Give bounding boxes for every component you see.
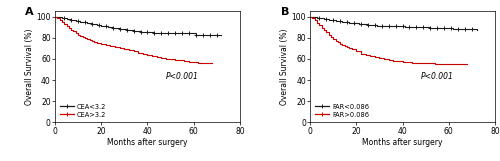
X-axis label: Months after surgery: Months after surgery	[362, 138, 443, 147]
Text: B: B	[280, 7, 289, 17]
Text: A: A	[26, 7, 34, 17]
Legend: FAR<0.086, FAR>0.086: FAR<0.086, FAR>0.086	[314, 102, 370, 119]
Text: P<0.001: P<0.001	[166, 72, 199, 81]
Text: P<0.001: P<0.001	[421, 72, 454, 81]
Y-axis label: Overall Survival (%): Overall Survival (%)	[280, 28, 288, 105]
Legend: CEA<3.2, CEA>3.2: CEA<3.2, CEA>3.2	[58, 102, 108, 119]
X-axis label: Months after surgery: Months after surgery	[107, 138, 188, 147]
Y-axis label: Overall Survival (%): Overall Survival (%)	[24, 28, 34, 105]
